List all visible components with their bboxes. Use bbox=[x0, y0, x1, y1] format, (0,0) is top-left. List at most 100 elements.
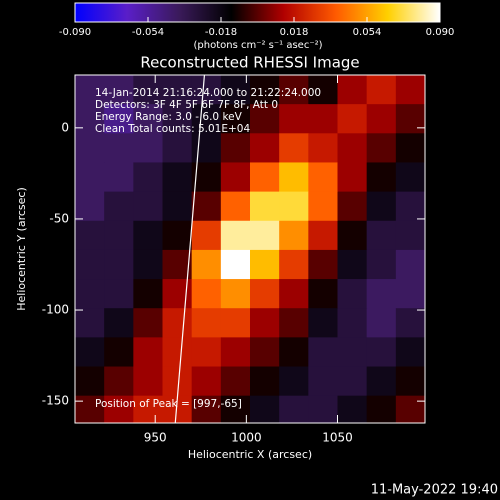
heat-cell bbox=[337, 191, 368, 222]
heat-cell bbox=[395, 279, 426, 309]
heat-cell bbox=[133, 191, 163, 222]
y-axis-label: Heliocentric Y (arcsec) bbox=[15, 187, 28, 311]
heat-cell bbox=[191, 191, 222, 222]
heat-cell bbox=[395, 75, 426, 105]
heat-cell bbox=[75, 337, 105, 368]
heat-cell bbox=[75, 104, 105, 134]
heat-cell bbox=[279, 75, 309, 105]
heat-cell bbox=[220, 191, 251, 222]
heat-cell bbox=[337, 395, 368, 424]
heat-cell bbox=[308, 75, 338, 105]
heat-cell bbox=[337, 337, 368, 368]
annotation: Energy Range: 3.0 - 6.0 keV bbox=[95, 111, 243, 123]
heat-cell bbox=[220, 104, 251, 134]
plot-frame bbox=[74, 74, 426, 424]
heat-cell bbox=[162, 133, 193, 163]
heat-cell bbox=[395, 395, 426, 424]
heat-cell bbox=[279, 191, 309, 222]
solar-limb bbox=[174, 74, 206, 424]
heat-cell bbox=[366, 162, 397, 193]
heat-cell bbox=[75, 133, 105, 163]
heat-cell bbox=[279, 162, 309, 193]
heat-cell bbox=[191, 104, 222, 134]
colorbar-tick-label: -0.054 bbox=[132, 27, 164, 38]
annotation: Detectors: 3F 4F 5F 6F 7F 8F, Att 0 bbox=[95, 99, 278, 111]
heat-cell bbox=[337, 279, 368, 309]
heat-cell bbox=[250, 395, 280, 424]
heat-cell bbox=[75, 220, 105, 251]
heat-cell bbox=[133, 249, 163, 280]
heat-cell bbox=[162, 191, 193, 222]
heat-cell bbox=[220, 162, 251, 193]
heat-cell bbox=[220, 366, 251, 397]
heat-cell bbox=[279, 366, 309, 397]
heat-cell bbox=[133, 104, 163, 134]
heat-cell bbox=[133, 337, 163, 368]
heat-cell bbox=[162, 162, 193, 193]
heat-cell bbox=[279, 337, 309, 368]
heat-cell bbox=[279, 279, 309, 309]
heat-cell bbox=[395, 133, 426, 163]
heat-cell bbox=[279, 133, 309, 163]
heatmap bbox=[75, 75, 426, 424]
heat-cell bbox=[191, 133, 222, 163]
colorbar-tick-label: -0.090 bbox=[59, 27, 91, 38]
colorbar-tick-label: -0.018 bbox=[205, 27, 237, 38]
heat-cell bbox=[395, 104, 426, 134]
heat-cell bbox=[220, 249, 251, 280]
heat-cell bbox=[395, 249, 426, 280]
heat-cell bbox=[191, 220, 222, 251]
heat-cell bbox=[308, 337, 338, 368]
heat-cell bbox=[220, 75, 251, 105]
heat-cell bbox=[250, 191, 280, 222]
heat-cell bbox=[133, 162, 163, 193]
heat-cell bbox=[337, 104, 368, 134]
heat-cell bbox=[337, 220, 368, 251]
heat-cell bbox=[308, 133, 338, 163]
heat-cell bbox=[366, 104, 397, 134]
y-tick-label: -150 bbox=[42, 394, 69, 408]
heat-cell bbox=[308, 366, 338, 397]
heat-cell bbox=[104, 337, 134, 368]
heat-cell bbox=[308, 279, 338, 309]
heat-cell bbox=[250, 220, 280, 251]
heat-cell bbox=[75, 366, 105, 397]
heat-cell bbox=[104, 133, 134, 163]
heat-cell bbox=[191, 75, 222, 105]
heat-cell bbox=[250, 133, 280, 163]
x-tick-label: 950 bbox=[144, 431, 167, 445]
heat-cell bbox=[337, 366, 368, 397]
heat-cell bbox=[279, 104, 309, 134]
heat-cell bbox=[366, 220, 397, 251]
colorbar-tick-label: 0.018 bbox=[280, 27, 309, 38]
heat-cell bbox=[308, 104, 338, 134]
heat-cell bbox=[337, 162, 368, 193]
heat-cell bbox=[75, 162, 105, 193]
x-axis-label: Heliocentric X (arcsec) bbox=[188, 448, 312, 461]
heat-cell bbox=[133, 395, 163, 424]
colorbar-tick-label: 0.054 bbox=[353, 27, 382, 38]
timestamp: 11-May-2022 19:40 bbox=[371, 483, 498, 498]
heat-cell bbox=[133, 279, 163, 309]
heat-cell bbox=[366, 337, 397, 368]
heat-cell bbox=[395, 162, 426, 193]
heat-cell bbox=[104, 308, 134, 338]
heat-cell bbox=[162, 75, 193, 105]
heat-cell bbox=[308, 308, 338, 338]
heat-cell bbox=[250, 249, 280, 280]
x-tick-label: 1050 bbox=[322, 431, 353, 445]
heat-cell bbox=[250, 337, 280, 368]
heat-cell bbox=[75, 249, 105, 280]
heat-cell bbox=[104, 220, 134, 251]
colorbar-tick-label: 0.090 bbox=[426, 27, 455, 38]
heat-cell bbox=[366, 191, 397, 222]
heat-cell bbox=[104, 366, 134, 397]
heat-cell bbox=[395, 337, 426, 368]
heat-cell bbox=[250, 162, 280, 193]
heat-cell bbox=[220, 395, 251, 424]
heat-cell bbox=[279, 395, 309, 424]
heat-cell bbox=[308, 395, 338, 424]
x-tick-label: 1000 bbox=[231, 431, 262, 445]
colorbar-label: (photons cm⁻² s⁻¹ asec⁻²) bbox=[193, 40, 322, 51]
heat-cell bbox=[366, 75, 397, 105]
